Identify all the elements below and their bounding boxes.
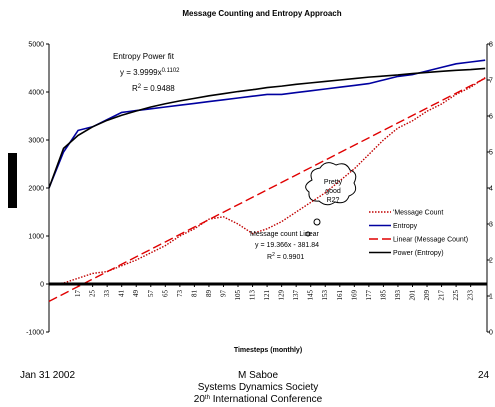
- x-tick-label: 17: [74, 290, 82, 298]
- x-tick-label: 129: [278, 290, 286, 301]
- annotation-after: = 0.9901: [275, 254, 304, 261]
- annotation-text: Message count Linear: [250, 231, 320, 238]
- footer-date: Jan 31 2002: [20, 370, 75, 381]
- y-tick-label: 1000: [28, 234, 44, 241]
- x-tick-label: 145: [307, 290, 315, 301]
- legend-label: Linear (Message Count): [393, 237, 468, 244]
- x-tick-label: 97: [219, 290, 227, 298]
- x-tick-label: 105: [234, 290, 242, 301]
- series-line: [48, 67, 486, 189]
- callout-text: R2?: [327, 197, 340, 204]
- series-line: [48, 77, 486, 303]
- x-tick-label: 25: [89, 290, 97, 298]
- callout-dot: [305, 231, 311, 237]
- x-tick-label: 169: [350, 290, 358, 301]
- x-tick-label: 217: [438, 290, 446, 301]
- conf-rest: International Conference: [210, 394, 323, 405]
- y2-tick-label: 2: [489, 258, 493, 265]
- y-tick-label: 0: [40, 282, 44, 289]
- annotation-text: R: [132, 84, 138, 93]
- y2-tick-label: 0: [489, 330, 493, 337]
- footer-page: 24: [478, 370, 490, 381]
- annotation: Message count Linear: [250, 231, 320, 238]
- annotation-text: R: [267, 254, 272, 261]
- callout-dot: [313, 218, 321, 226]
- x-tick-label: 49: [132, 290, 140, 298]
- y-tick-label: 5000: [28, 42, 44, 49]
- annotation-sup: 0.1102: [162, 68, 181, 74]
- annotation-text: y = 19.366x - 381.84: [255, 242, 319, 249]
- x-tick-label: 137: [292, 290, 300, 301]
- x-tick-label: 41: [118, 290, 126, 298]
- y2-tick-label: 5: [489, 150, 493, 157]
- annotation-text: Entropy Power fit: [113, 52, 175, 61]
- annotation-sup: 2: [138, 84, 142, 90]
- legend-label: 'Message Count: [393, 210, 443, 217]
- footer-org: Systems Dynamics Society: [198, 382, 319, 393]
- y2-tick-label: 7: [489, 78, 493, 85]
- series-line: [48, 59, 486, 189]
- y-tick-label: -1000: [26, 330, 44, 337]
- marker-block: [8, 153, 17, 208]
- x-tick-label: 161: [336, 290, 344, 301]
- callout-text: good: [325, 188, 341, 195]
- x-tick-label: 233: [467, 290, 475, 301]
- x-tick-label: 33: [103, 290, 111, 298]
- y-tick-label: 3000: [28, 138, 44, 145]
- y2-tick-label: 4: [489, 186, 493, 193]
- annotation-text: y = 3.9999x: [120, 68, 162, 77]
- legend-label: Power (Entropy): [393, 250, 444, 257]
- y2-tick-label: 3: [489, 222, 493, 229]
- footer-conference: 20th International Conference: [194, 394, 323, 405]
- legend-label: Entropy: [393, 223, 418, 230]
- x-tick-label: 177: [365, 290, 373, 301]
- annotation: R2 = 0.9901: [267, 252, 304, 261]
- x-tick-label: 81: [190, 290, 198, 298]
- x-tick-label: 89: [205, 290, 213, 298]
- x-tick-label: 225: [452, 290, 460, 301]
- x-tick-label: 153: [321, 290, 329, 301]
- x-tick-label: 57: [147, 290, 155, 298]
- annotation: Entropy Power fit: [113, 52, 175, 61]
- y2-tick-label: 6: [489, 114, 493, 121]
- y-tick-label: 2000: [28, 186, 44, 193]
- conf-sup: th: [205, 395, 210, 401]
- series-line: [48, 77, 486, 285]
- x-axis-title: Timesteps (monthly): [234, 347, 302, 354]
- footer-author: M Saboe: [238, 370, 278, 381]
- x-tick-label: 185: [379, 290, 387, 301]
- callout-text: Pretty: [324, 179, 343, 186]
- callout: [305, 162, 357, 237]
- y-tick-label: 4000: [28, 90, 44, 97]
- y2-tick-label: 8: [489, 42, 493, 49]
- x-tick-label: 113: [249, 290, 257, 301]
- x-tick-label: 209: [423, 290, 431, 301]
- annotation: y = 3.9999x0.1102: [120, 68, 180, 77]
- chart-title: Message Counting and Entropy Approach: [182, 9, 341, 18]
- x-tick-label: 121: [263, 290, 271, 301]
- x-tick-label: 201: [408, 290, 416, 301]
- x-tick-label: 193: [394, 290, 402, 301]
- conf-num: 20: [194, 394, 206, 405]
- callout-cloud: [305, 162, 357, 206]
- annotation: R2 = 0.9488: [132, 84, 175, 93]
- x-tick-label: 73: [176, 290, 184, 298]
- annotation-sup: 2: [272, 252, 275, 258]
- annotation: y = 19.366x - 381.84: [255, 242, 319, 249]
- annotation-after: = 0.9488: [141, 84, 175, 93]
- x-tick-label: 65: [161, 290, 169, 298]
- y2-tick-label: 1: [489, 294, 493, 301]
